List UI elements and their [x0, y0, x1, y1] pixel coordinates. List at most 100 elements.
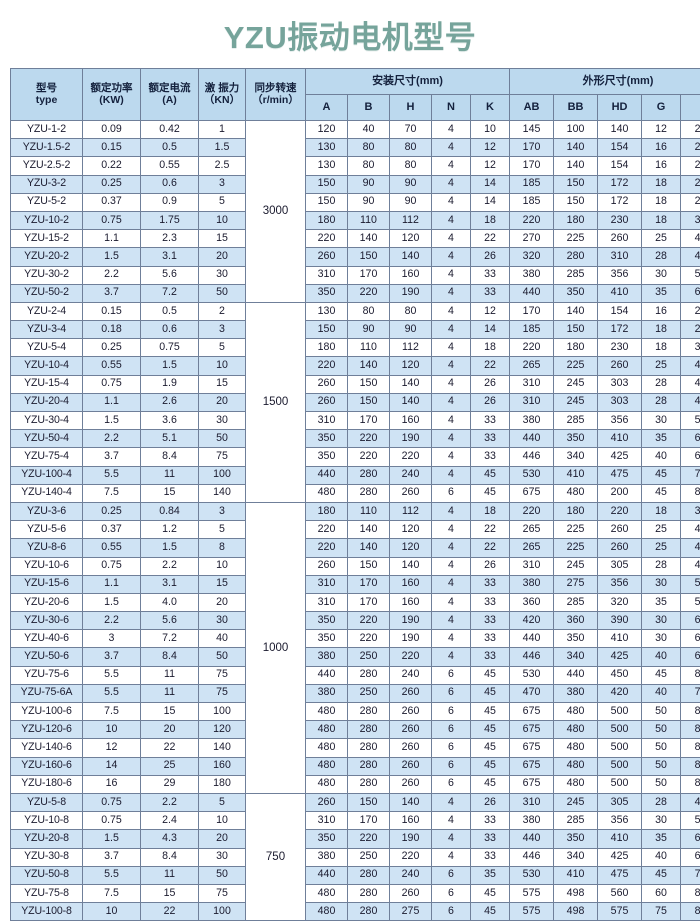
cell-current-a: 15 — [141, 703, 199, 721]
cell-current-a: 11 — [141, 684, 199, 702]
cell-AB: 575 — [510, 903, 554, 921]
cell-type: YZU-5-8 — [11, 793, 83, 811]
cell-AB: 265 — [510, 521, 554, 539]
cell-HD: 305 — [598, 557, 642, 575]
cell-BB: 225 — [554, 521, 598, 539]
cell-sync-speed: 750 — [246, 793, 306, 920]
cell-G: 50 — [642, 703, 681, 721]
cell-force-kn: 15 — [199, 375, 246, 393]
cell-current-a: 11 — [141, 666, 199, 684]
cell-K: 22 — [471, 357, 510, 375]
cell-AB: 270 — [510, 230, 554, 248]
cell-G: 35 — [642, 830, 681, 848]
cell-N: 4 — [432, 157, 471, 175]
cell-HD: 260 — [598, 357, 642, 375]
cell-type: YZU-10-2 — [11, 211, 83, 229]
cell-B: 280 — [348, 757, 390, 775]
spec-table: 型号 type 额定功率 (KW) 额定电流 (A) 激 振力 （KN） 同步转… — [10, 68, 700, 921]
cell-BB: 245 — [554, 557, 598, 575]
cell-current-a: 1.5 — [141, 357, 199, 375]
cell-HD: 500 — [598, 757, 642, 775]
col-header-B: B — [348, 95, 390, 121]
cell-H: 120 — [390, 521, 432, 539]
cell-power-kw: 0.25 — [83, 339, 141, 357]
cell-BB: 140 — [554, 139, 598, 157]
cell-H: 220 — [390, 848, 432, 866]
cell-A: 440 — [306, 866, 348, 884]
cell-BB: 350 — [554, 284, 598, 302]
cell-B: 80 — [348, 302, 390, 320]
cell-H: 260 — [390, 484, 432, 502]
col-header-H: H — [390, 95, 432, 121]
cell-current-a: 2.3 — [141, 230, 199, 248]
cell-power-kw: 0.75 — [83, 375, 141, 393]
cell-G: 28 — [642, 557, 681, 575]
cell-K: 33 — [471, 430, 510, 448]
cell-G: 28 — [642, 793, 681, 811]
cell-current-a: 0.9 — [141, 193, 199, 211]
cell-H: 260 — [390, 757, 432, 775]
cell-L: 340 — [681, 502, 700, 520]
cell-H: 80 — [390, 302, 432, 320]
cell-current-a: 3.1 — [141, 248, 199, 266]
cell-H: 260 — [390, 703, 432, 721]
cell-G: 30 — [642, 630, 681, 648]
cell-B: 170 — [348, 266, 390, 284]
cell-force-kn: 160 — [199, 757, 246, 775]
cell-L: 830 — [681, 739, 700, 757]
cell-BB: 360 — [554, 612, 598, 630]
cell-AB: 310 — [510, 793, 554, 811]
cell-K: 12 — [471, 139, 510, 157]
cell-B: 220 — [348, 430, 390, 448]
cell-L: 700 — [681, 684, 700, 702]
cell-L: 415 — [681, 357, 700, 375]
cell-HD: 260 — [598, 521, 642, 539]
cell-L: 280 — [681, 175, 700, 193]
col-header-sync-speed: 同步转速 （r/min） — [246, 69, 306, 121]
cell-power-kw: 5.5 — [83, 684, 141, 702]
col-header-L: L — [681, 95, 700, 121]
cell-G: 28 — [642, 375, 681, 393]
cell-BB: 340 — [554, 648, 598, 666]
col-header-exciting-force: 激 振力 （KN） — [199, 69, 246, 121]
cell-H: 70 — [390, 121, 432, 139]
cell-power-kw: 5.5 — [83, 466, 141, 484]
cell-N: 4 — [432, 466, 471, 484]
cell-force-kn: 10 — [199, 357, 246, 375]
cell-AB: 470 — [510, 684, 554, 702]
table-row: YZU-5-20.370.951509090414185150172182801… — [11, 193, 700, 211]
cell-HD: 356 — [598, 812, 642, 830]
cell-HD: 140 — [598, 121, 642, 139]
cell-BB: 100 — [554, 121, 598, 139]
cell-sync-speed: 1000 — [246, 502, 306, 793]
cell-K: 45 — [471, 666, 510, 684]
cell-B: 110 — [348, 211, 390, 229]
cell-A: 480 — [306, 484, 348, 502]
cell-type: YZU-100-6 — [11, 703, 83, 721]
col-header-power-cn: 额定功率 — [83, 83, 140, 95]
cell-L: 260 — [681, 302, 700, 320]
cell-A: 220 — [306, 539, 348, 557]
cell-type: YZU-3-2 — [11, 175, 83, 193]
cell-B: 80 — [348, 139, 390, 157]
cell-current-a: 0.42 — [141, 121, 199, 139]
col-header-current: 额定电流 (A) — [141, 69, 199, 121]
cell-L: 536 — [681, 412, 700, 430]
cell-AB: 145 — [510, 121, 554, 139]
cell-K: 12 — [471, 157, 510, 175]
cell-K: 45 — [471, 684, 510, 702]
cell-current-a: 0.5 — [141, 139, 199, 157]
cell-BB: 280 — [554, 248, 598, 266]
cell-sync-speed: 3000 — [246, 121, 306, 303]
cell-N: 4 — [432, 302, 471, 320]
cell-K: 35 — [471, 866, 510, 884]
cell-B: 90 — [348, 175, 390, 193]
cell-K: 45 — [471, 903, 510, 921]
cell-current-a: 0.55 — [141, 157, 199, 175]
